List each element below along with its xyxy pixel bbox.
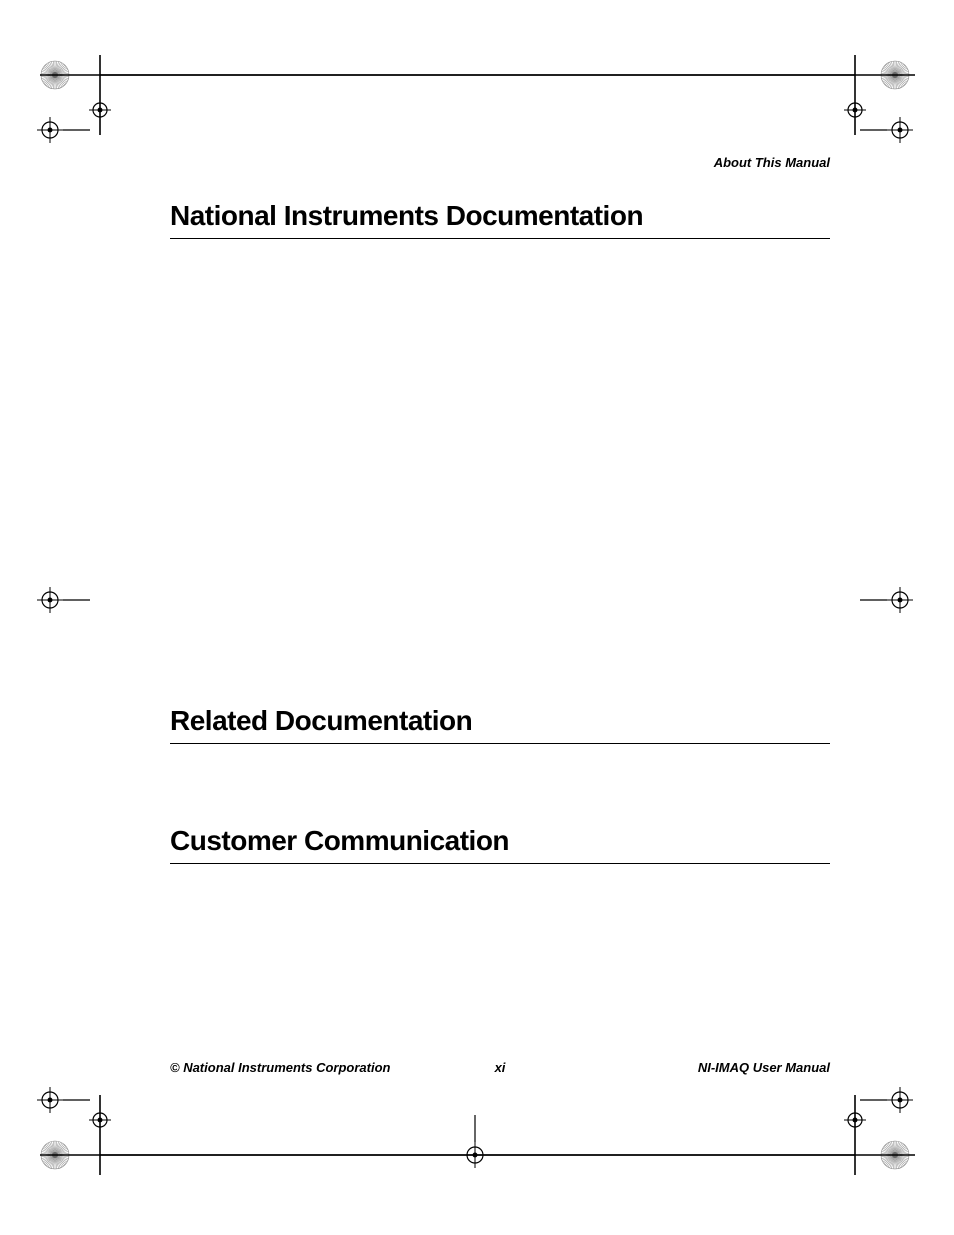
footer-center-page-number: xi: [495, 1060, 506, 1075]
section-heading-national-instruments-documentation: National Instruments Documentation: [170, 200, 830, 239]
page-footer: © National Instruments Corporation xi NI…: [170, 1060, 830, 1075]
section-heading-related-documentation: Related Documentation: [170, 705, 830, 744]
footer-left: © National Instruments Corporation: [170, 1060, 390, 1075]
running-header: About This Manual: [714, 155, 830, 170]
footer-right: NI-IMAQ User Manual: [698, 1060, 830, 1075]
section-heading-customer-communication: Customer Communication: [170, 825, 830, 864]
page-content: About This Manual National Instruments D…: [170, 155, 830, 1075]
